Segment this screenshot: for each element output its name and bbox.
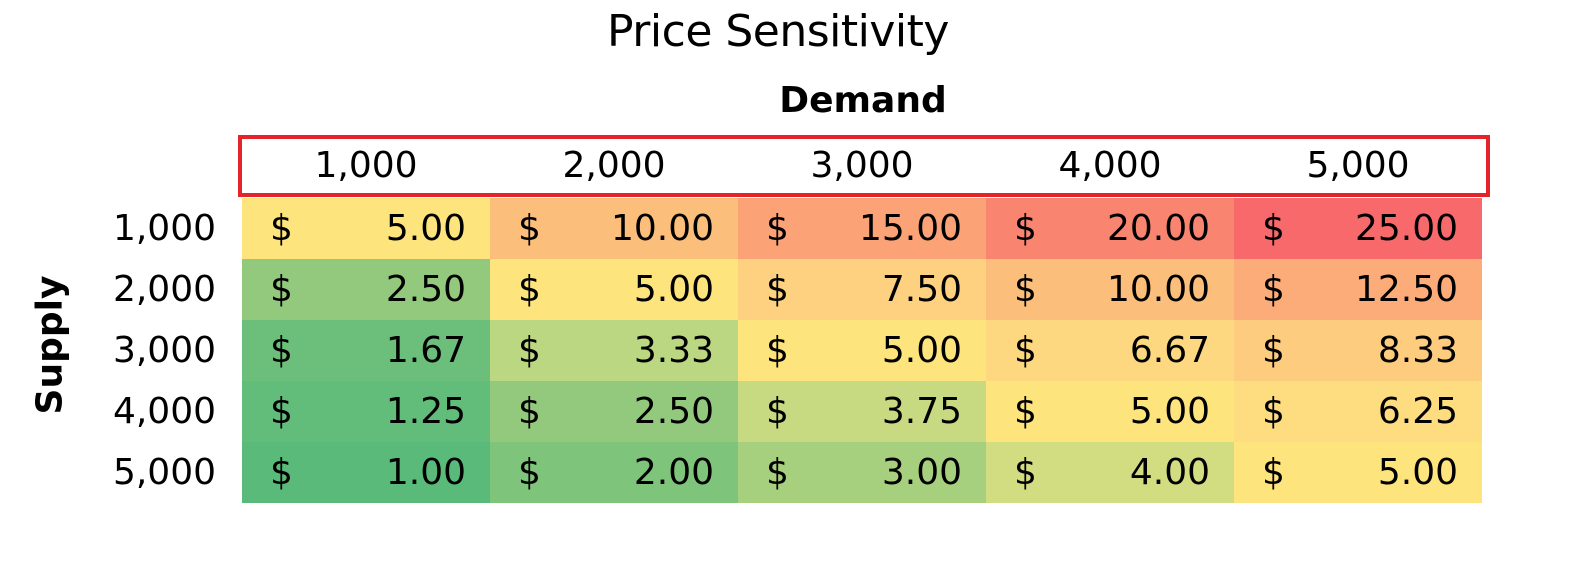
cell-value: 5.00 bbox=[633, 269, 714, 310]
cell-value: 6.67 bbox=[1129, 330, 1210, 371]
cell-value: 25.00 bbox=[1354, 208, 1458, 249]
currency-symbol: $ bbox=[1014, 269, 1037, 310]
heatmap-cell: $10.00 bbox=[986, 259, 1234, 320]
column-header: 3,000 bbox=[810, 145, 914, 186]
currency-symbol: $ bbox=[1262, 330, 1285, 371]
currency-symbol: $ bbox=[518, 391, 541, 432]
heatmap-cell: $20.00 bbox=[986, 198, 1234, 259]
heatmap-cell: $2.00 bbox=[490, 442, 738, 503]
row-header: 3,000 bbox=[112, 330, 216, 371]
heatmap-cell: $7.50 bbox=[738, 259, 986, 320]
heatmap-cell: $5.00 bbox=[242, 198, 490, 259]
heatmap-cell: $1.67 bbox=[242, 320, 490, 381]
currency-symbol: $ bbox=[518, 330, 541, 371]
heatmap-cell: $3.33 bbox=[490, 320, 738, 381]
currency-symbol: $ bbox=[766, 269, 789, 310]
cell-value: 3.33 bbox=[633, 330, 714, 371]
cell-value: 10.00 bbox=[1106, 269, 1210, 310]
row-header: 4,000 bbox=[112, 391, 216, 432]
cell-value: 4.00 bbox=[1129, 452, 1210, 493]
heatmap-cell: $25.00 bbox=[1234, 198, 1482, 259]
currency-symbol: $ bbox=[766, 208, 789, 249]
cell-value: 15.00 bbox=[858, 208, 962, 249]
cell-value: 1.67 bbox=[385, 330, 466, 371]
currency-symbol: $ bbox=[270, 208, 293, 249]
heatmap-cell: $5.00 bbox=[490, 259, 738, 320]
currency-symbol: $ bbox=[1262, 208, 1285, 249]
column-header: 4,000 bbox=[1058, 145, 1162, 186]
heatmap-cell: $1.00 bbox=[242, 442, 490, 503]
currency-symbol: $ bbox=[518, 452, 541, 493]
heatmap-cell: $15.00 bbox=[738, 198, 986, 259]
heatmap-cell: $8.33 bbox=[1234, 320, 1482, 381]
row-header: 1,000 bbox=[112, 208, 216, 249]
cell-value: 2.50 bbox=[385, 269, 466, 310]
column-header: 1,000 bbox=[314, 145, 418, 186]
cell-value: 3.00 bbox=[881, 452, 962, 493]
currency-symbol: $ bbox=[1014, 391, 1037, 432]
currency-symbol: $ bbox=[1014, 452, 1037, 493]
row-header: 2,000 bbox=[112, 269, 216, 310]
cell-value: 5.00 bbox=[881, 330, 962, 371]
currency-symbol: $ bbox=[766, 452, 789, 493]
cell-value: 2.50 bbox=[633, 391, 714, 432]
currency-symbol: $ bbox=[1014, 208, 1037, 249]
y-axis-label: Supply bbox=[29, 275, 71, 415]
heatmap-cell: $5.00 bbox=[1234, 442, 1482, 503]
column-header: 5,000 bbox=[1306, 145, 1410, 186]
cell-value: 3.75 bbox=[881, 391, 962, 432]
cell-value: 10.00 bbox=[610, 208, 714, 249]
cell-value: 5.00 bbox=[1129, 391, 1210, 432]
heatmap-cell: $5.00 bbox=[738, 320, 986, 381]
currency-symbol: $ bbox=[1262, 269, 1285, 310]
cell-value: 7.50 bbox=[881, 269, 962, 310]
heatmap-cell: $1.25 bbox=[242, 381, 490, 442]
cell-value: 6.25 bbox=[1377, 391, 1458, 432]
currency-symbol: $ bbox=[270, 391, 293, 432]
currency-symbol: $ bbox=[766, 391, 789, 432]
cell-value: 5.00 bbox=[385, 208, 466, 249]
currency-symbol: $ bbox=[270, 452, 293, 493]
currency-symbol: $ bbox=[766, 330, 789, 371]
heatmap-cell: $4.00 bbox=[986, 442, 1234, 503]
cell-value: 8.33 bbox=[1377, 330, 1458, 371]
heatmap-cell: $6.25 bbox=[1234, 381, 1482, 442]
heatmap-cell: $5.00 bbox=[986, 381, 1234, 442]
heatmap-cell: $2.50 bbox=[490, 381, 738, 442]
x-axis-label: Demand bbox=[779, 80, 947, 121]
heatmap-cell: $2.50 bbox=[242, 259, 490, 320]
cell-value: 20.00 bbox=[1106, 208, 1210, 249]
column-header-highlight-box bbox=[238, 135, 1490, 197]
heatmap-cell: $6.67 bbox=[986, 320, 1234, 381]
currency-symbol: $ bbox=[518, 269, 541, 310]
row-header: 5,000 bbox=[112, 452, 216, 493]
cell-value: 1.00 bbox=[385, 452, 466, 493]
chart-title: Price Sensitivity bbox=[607, 6, 949, 57]
cell-value: 12.50 bbox=[1354, 269, 1458, 310]
currency-symbol: $ bbox=[1262, 391, 1285, 432]
cell-value: 1.25 bbox=[385, 391, 466, 432]
currency-symbol: $ bbox=[270, 269, 293, 310]
currency-symbol: $ bbox=[270, 330, 293, 371]
heatmap-cell: $3.00 bbox=[738, 442, 986, 503]
cell-value: 5.00 bbox=[1377, 452, 1458, 493]
currency-symbol: $ bbox=[1262, 452, 1285, 493]
heatmap-cell: $10.00 bbox=[490, 198, 738, 259]
currency-symbol: $ bbox=[1014, 330, 1037, 371]
currency-symbol: $ bbox=[518, 208, 541, 249]
cell-value: 2.00 bbox=[633, 452, 714, 493]
heatmap-cell: $12.50 bbox=[1234, 259, 1482, 320]
heatmap-cell: $3.75 bbox=[738, 381, 986, 442]
column-header: 2,000 bbox=[562, 145, 666, 186]
